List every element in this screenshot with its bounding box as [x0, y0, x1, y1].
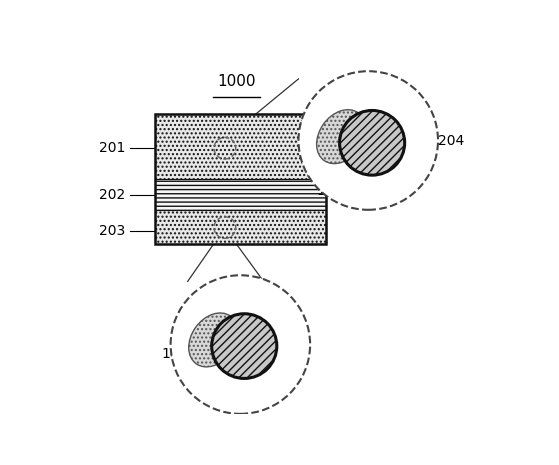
Text: 202: 202 [100, 188, 126, 202]
Text: 100: 100 [316, 184, 343, 198]
Ellipse shape [170, 275, 310, 414]
Bar [155, 113, 326, 179]
Text: 205: 205 [283, 324, 309, 338]
Bar [155, 113, 326, 245]
Bar [155, 210, 326, 245]
Ellipse shape [189, 313, 238, 367]
Text: 203: 203 [100, 224, 126, 238]
Text: 201: 201 [100, 141, 126, 155]
Bar [155, 179, 326, 210]
Circle shape [212, 314, 277, 379]
Ellipse shape [316, 110, 366, 164]
Circle shape [339, 111, 405, 175]
Text: 1000: 1000 [217, 74, 256, 89]
Ellipse shape [299, 71, 438, 210]
Text: 204: 204 [438, 133, 465, 147]
Text: 100: 100 [162, 347, 188, 361]
